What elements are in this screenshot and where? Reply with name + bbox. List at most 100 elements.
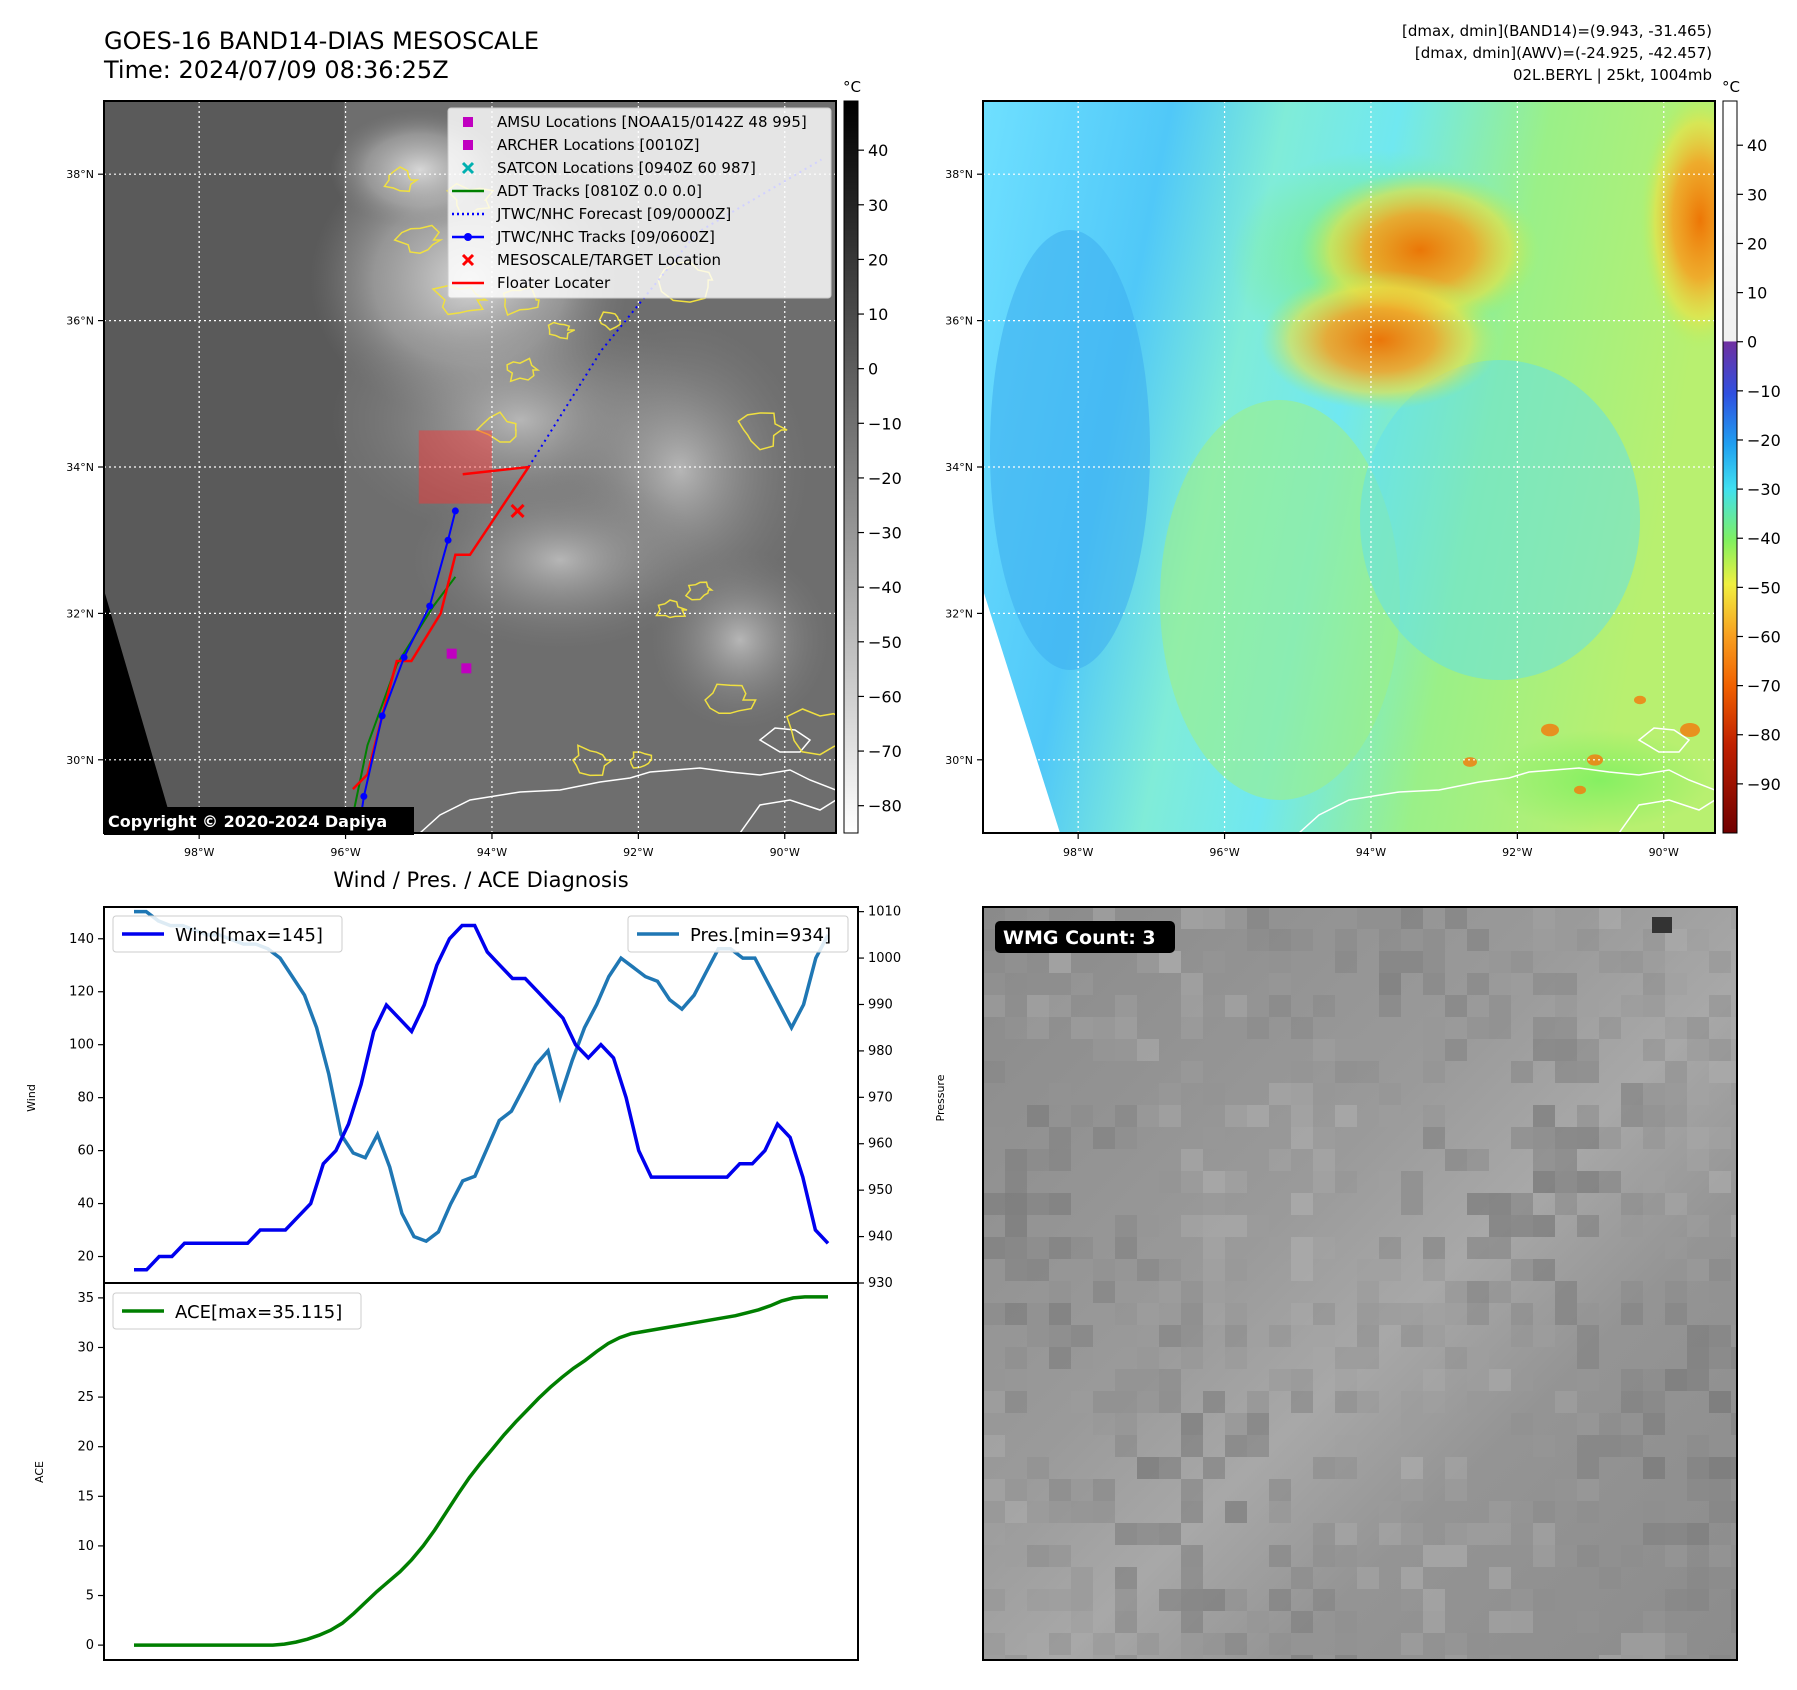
wmg-pixel	[1643, 929, 1665, 951]
wmg-pixel	[1423, 1545, 1445, 1567]
wmg-pixel	[1709, 1501, 1731, 1523]
wmg-pixel	[1313, 1127, 1335, 1149]
wmg-pixel	[1577, 995, 1599, 1017]
wmg-pixel	[1027, 1193, 1049, 1215]
ace-tick-label: 30	[77, 1340, 94, 1355]
colorbar-tick-label: 40	[868, 141, 888, 160]
wmg-pixel	[1247, 1215, 1269, 1237]
wmg-pixel	[1401, 1391, 1423, 1413]
wmg-pixel	[1093, 1039, 1115, 1061]
wmg-pixel	[1335, 1061, 1357, 1083]
colorbar-tick-label: −60	[868, 687, 902, 706]
wmg-pixel	[1137, 1523, 1159, 1545]
wmg-pixel	[1357, 1391, 1379, 1413]
wmg-pixel	[1269, 1149, 1291, 1171]
wind-tick-label: 100	[69, 1038, 94, 1053]
wmg-pixel	[1005, 1259, 1027, 1281]
wmg-pixel	[1577, 1215, 1599, 1237]
wmg-pixel	[1423, 1589, 1445, 1611]
wmg-pixel	[1247, 1105, 1269, 1127]
wmg-pixel	[1159, 1259, 1181, 1281]
wmg-pixel	[1577, 1435, 1599, 1457]
lon-tick-label: 94°W	[1356, 846, 1386, 859]
ace-legend-box	[112, 1292, 362, 1330]
pressure-legend-label: Pres.[min=934]	[690, 925, 831, 946]
lon-tick-label: 92°W	[623, 846, 653, 859]
wmg-pixel	[1533, 1039, 1555, 1061]
wmg-pixel	[1181, 1501, 1203, 1523]
wmg-pixel	[1115, 1369, 1137, 1391]
wmg-pixel	[1533, 1149, 1555, 1171]
cloud-contour	[393, 224, 444, 254]
wmg-pixel	[1467, 1347, 1489, 1369]
pressure-tick-label: 940	[868, 1230, 893, 1245]
wmg-pixel	[1071, 1501, 1093, 1523]
wmg-pixel	[1027, 1017, 1049, 1039]
wmg-pixel	[1489, 995, 1511, 1017]
wmg-pixel	[1181, 1633, 1203, 1655]
wmg-pixel	[1511, 1193, 1533, 1215]
wmg-pixel	[1379, 951, 1401, 973]
wmg-pixel	[1093, 1501, 1115, 1523]
wmg-pixel	[1687, 1567, 1709, 1589]
wmg-pixel	[1247, 1017, 1269, 1039]
wmg-pixel	[1445, 1457, 1467, 1479]
colorbar-tick-label: −50	[868, 633, 902, 652]
wmg-pixel	[1159, 1391, 1181, 1413]
wmg-pixel	[1181, 1611, 1203, 1633]
wmg-pixel	[1049, 1281, 1071, 1303]
wmg-pixel	[1115, 1589, 1137, 1611]
wmg-pixel	[1665, 1193, 1687, 1215]
wmg-pixel	[1115, 995, 1137, 1017]
wmg-pixel	[1401, 1303, 1423, 1325]
lat-tick-label: 32°N	[66, 607, 94, 620]
wmg-pixel	[1357, 1347, 1379, 1369]
wmg-pixel	[1709, 1127, 1731, 1149]
wmg-pixel	[1401, 1633, 1423, 1655]
wmg-pixel	[1159, 951, 1181, 973]
wmg-pixel	[1159, 1369, 1181, 1391]
lat-tick-label: 32°N	[945, 607, 973, 620]
colorbar-tick-label: 10	[868, 305, 888, 324]
wmg-pixel	[1401, 1193, 1423, 1215]
copyright-box	[104, 807, 414, 835]
wmg-pixel	[1005, 1347, 1027, 1369]
legend-marker-square	[463, 140, 473, 150]
wmg-pixel	[1445, 1633, 1467, 1655]
wmg-pixel	[1247, 1391, 1269, 1413]
wmg-pixel	[1071, 1237, 1093, 1259]
wmg-pixel	[1049, 1633, 1071, 1655]
wmg-pixel	[1621, 1391, 1643, 1413]
wmg-pixel	[1225, 1105, 1247, 1127]
wmg-pixel	[1599, 1567, 1621, 1589]
wmg-pixel	[1137, 1303, 1159, 1325]
wmg-pixel	[1269, 1501, 1291, 1523]
pressure-tick-label: 950	[868, 1183, 893, 1198]
wmg-pixel	[1269, 1083, 1291, 1105]
wmg-pixel	[1379, 1259, 1401, 1281]
wmg-pixel	[1731, 1457, 1737, 1479]
wmg-pixel	[1181, 1589, 1203, 1611]
wmg-pixel	[1511, 1303, 1533, 1325]
wmg-pixel	[1687, 1149, 1709, 1171]
cloud-contour	[737, 412, 788, 451]
wmg-pixel	[1533, 1501, 1555, 1523]
wmg-pixel	[1313, 1545, 1335, 1567]
wmg-pixel	[1137, 1633, 1159, 1655]
wmg-pixel	[1071, 1347, 1093, 1369]
jtwc-track-point	[426, 602, 434, 610]
wmg-pixel	[1005, 1545, 1027, 1567]
wmg-pixel	[1181, 907, 1203, 929]
wmg-pixel	[1335, 1347, 1357, 1369]
fix-marker	[461, 663, 472, 674]
wmg-pixel	[1445, 1523, 1467, 1545]
wmg-pixel	[1159, 1171, 1181, 1193]
wmg-pixel	[1291, 1105, 1313, 1127]
wmg-pixel	[1709, 1391, 1731, 1413]
wmg-pixel	[1335, 1457, 1357, 1479]
wmg-pixel	[1555, 1171, 1577, 1193]
wmg-pixel	[1621, 1435, 1643, 1457]
wmg-pixel	[1379, 1105, 1401, 1127]
wmg-pixel	[1291, 1633, 1313, 1655]
